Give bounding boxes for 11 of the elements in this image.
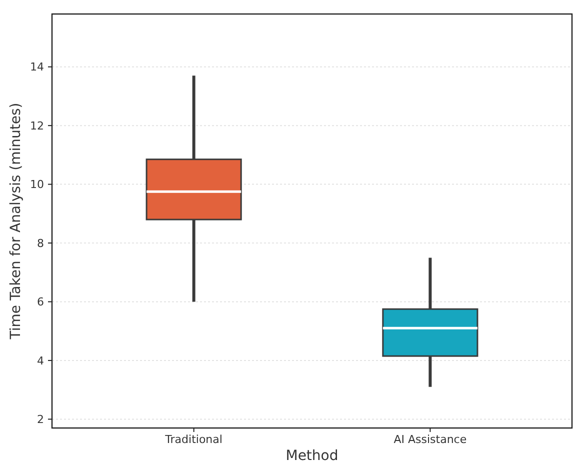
y-axis-title: Time Taken for Analysis (minutes) <box>8 102 24 340</box>
y-tick-label: 4 <box>37 354 44 368</box>
y-tick-label: 14 <box>30 60 44 74</box>
x-tick-label: Traditional <box>164 433 222 446</box>
y-tick-label: 2 <box>37 413 44 426</box>
y-tick-label: 8 <box>37 236 44 250</box>
x-axis-title: Method <box>286 448 338 462</box>
y-tick-label: 6 <box>37 296 44 309</box>
y-tick-label: 12 <box>30 119 44 132</box>
x-tick-label: AI Assistance <box>394 433 467 446</box>
y-tick-label: 10 <box>30 178 44 192</box>
